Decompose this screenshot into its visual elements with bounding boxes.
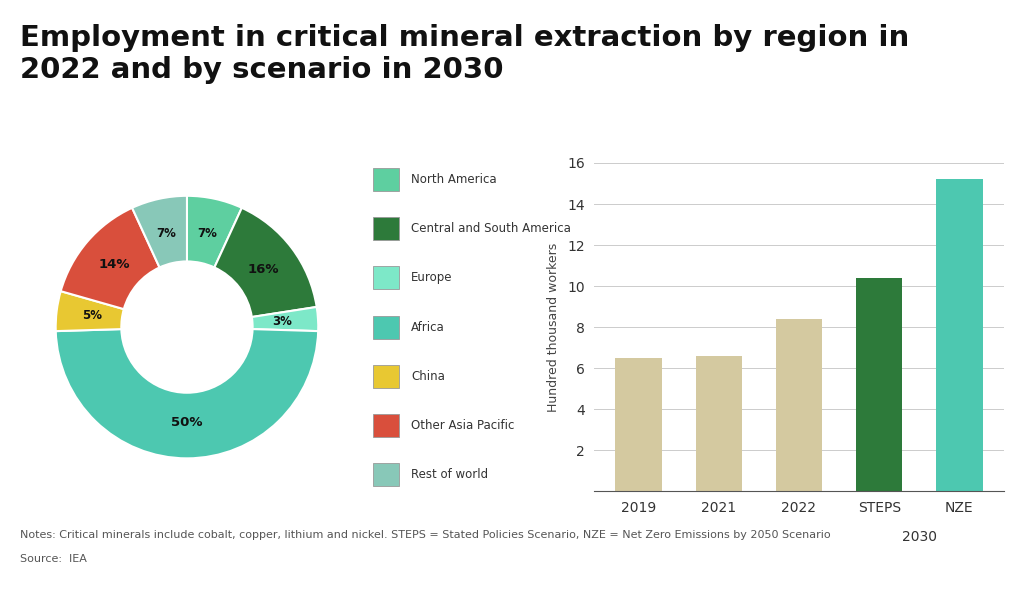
- Text: Source:  IEA: Source: IEA: [20, 554, 87, 564]
- Text: Other Asia Pacific: Other Asia Pacific: [412, 419, 514, 432]
- Bar: [695, 356, 742, 491]
- Text: Europe: Europe: [412, 271, 453, 285]
- Text: Central and South America: Central and South America: [412, 222, 571, 235]
- Text: China: China: [412, 370, 445, 383]
- FancyBboxPatch shape: [374, 168, 398, 191]
- Y-axis label: Hundred thousand workers: Hundred thousand workers: [547, 243, 560, 412]
- Text: Rest of world: Rest of world: [412, 468, 488, 481]
- Text: 3%: 3%: [272, 314, 293, 328]
- Bar: [856, 278, 902, 491]
- FancyBboxPatch shape: [374, 267, 398, 289]
- Text: 50%: 50%: [171, 416, 203, 429]
- Text: North America: North America: [412, 173, 497, 186]
- Text: Notes: Critical minerals include cobalt, copper, lithium and nickel. STEPS = Sta: Notes: Critical minerals include cobalt,…: [20, 530, 831, 540]
- Wedge shape: [214, 208, 316, 317]
- Text: 14%: 14%: [98, 258, 130, 271]
- Bar: [615, 358, 662, 491]
- Text: 16%: 16%: [248, 263, 280, 276]
- Bar: [936, 179, 983, 491]
- FancyBboxPatch shape: [374, 316, 398, 338]
- Wedge shape: [187, 196, 242, 267]
- Text: 2030: 2030: [902, 530, 937, 544]
- Text: 7%: 7%: [198, 227, 217, 240]
- Bar: [776, 319, 822, 491]
- Text: Africa: Africa: [412, 320, 444, 334]
- Text: 7%: 7%: [157, 227, 176, 240]
- Wedge shape: [55, 291, 124, 331]
- FancyBboxPatch shape: [374, 463, 398, 486]
- Wedge shape: [252, 307, 318, 331]
- Text: 5%: 5%: [82, 309, 101, 322]
- FancyBboxPatch shape: [374, 217, 398, 240]
- Wedge shape: [55, 329, 318, 458]
- Text: Employment in critical mineral extraction by region in
2022 and by scenario in 2: Employment in critical mineral extractio…: [20, 24, 909, 84]
- FancyBboxPatch shape: [374, 414, 398, 437]
- Wedge shape: [60, 208, 160, 309]
- FancyBboxPatch shape: [374, 365, 398, 388]
- Wedge shape: [132, 196, 187, 267]
